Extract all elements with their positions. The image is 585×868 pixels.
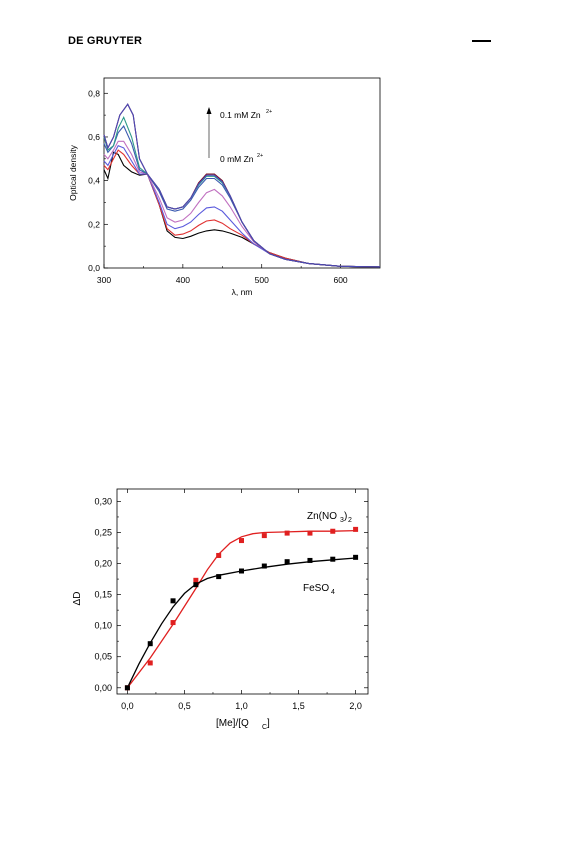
y-axis-label: ΔD — [72, 592, 83, 606]
data-point-0 — [147, 660, 153, 666]
annotation-top-sup: 2+ — [266, 109, 272, 115]
y-tick-label: 0,00 — [94, 683, 112, 693]
data-point-0 — [307, 530, 313, 536]
data-point-1 — [261, 563, 267, 569]
y-tick-label: 0,15 — [94, 590, 112, 600]
data-point-0 — [353, 526, 359, 532]
series-label-zn: Zn(NO — [307, 511, 337, 522]
y-tick-label: 0,10 — [94, 621, 112, 631]
series-label-fe: FeSO — [303, 583, 329, 594]
series-label-zn-sub: 3 — [340, 517, 344, 524]
header-rule — [472, 40, 491, 42]
data-point-1 — [353, 554, 359, 560]
x-tick-label: 500 — [255, 275, 269, 285]
increase-arrow-head — [206, 107, 212, 114]
y-tick-label: 0,05 — [94, 652, 112, 662]
data-point-0 — [239, 538, 244, 544]
plot-frame — [116, 488, 369, 695]
x-axis-label-sub: C — [262, 724, 267, 731]
data-point-1 — [170, 598, 176, 604]
y-tick-label: 0,2 — [88, 219, 100, 229]
series-label-fe-sub: 4 — [331, 589, 335, 596]
x-axis-label: λ, nm — [232, 287, 253, 297]
fit-line-1 — [126, 557, 356, 689]
fit-line-0 — [126, 529, 356, 689]
y-tick-label: 0,0 — [88, 263, 100, 273]
y-tick-label: 0,4 — [88, 176, 100, 186]
annotation-top: 0.1 mM Zn — [220, 110, 261, 120]
annotation-bottom-sup: 2+ — [257, 153, 263, 159]
series-label-zn-sub2: 2 — [348, 517, 352, 524]
data-point-1 — [124, 685, 130, 691]
data-point-1 — [330, 556, 336, 562]
data-point-1 — [193, 582, 199, 588]
y-tick-label: 0,30 — [94, 496, 112, 506]
data-point-1 — [147, 641, 153, 647]
publisher-logo: DE GRUYTER — [68, 35, 143, 47]
data-point-1 — [307, 557, 313, 563]
x-axis-label: [Me]/[Q — [216, 718, 249, 729]
x-tick-label: 1,0 — [235, 701, 248, 711]
data-point-1 — [216, 574, 222, 580]
y-tick-label: 0,8 — [88, 88, 100, 98]
x-tick-label: 400 — [176, 275, 190, 285]
spectrum-line-7 — [103, 103, 381, 268]
x-tick-label: 1,5 — [292, 701, 305, 711]
annotation-bottom: 0 mM Zn — [220, 154, 254, 164]
data-point-0 — [330, 528, 336, 534]
data-point-0 — [216, 552, 222, 558]
series-label-zn-mid: ) — [344, 511, 347, 522]
x-tick-label: 2,0 — [349, 701, 362, 711]
x-axis-label-end: ] — [267, 718, 270, 729]
y-tick-label: 0,6 — [88, 132, 100, 142]
data-point-0 — [170, 620, 176, 626]
data-point-1 — [239, 568, 244, 574]
plot-frame — [103, 77, 381, 269]
x-tick-label: 0,5 — [178, 701, 191, 711]
data-point-0 — [261, 533, 267, 539]
y-tick-label: 0,25 — [94, 527, 112, 537]
x-tick-label: 600 — [333, 275, 347, 285]
y-tick-label: 0,20 — [94, 559, 112, 569]
x-tick-label: 300 — [97, 275, 111, 285]
x-tick-label: 0,0 — [121, 701, 134, 711]
data-point-1 — [284, 559, 290, 565]
spectrum-line-1 — [103, 149, 381, 268]
data-point-0 — [284, 530, 290, 536]
data-point-0 — [193, 577, 199, 583]
y-axis-label: Optical density — [68, 144, 78, 200]
